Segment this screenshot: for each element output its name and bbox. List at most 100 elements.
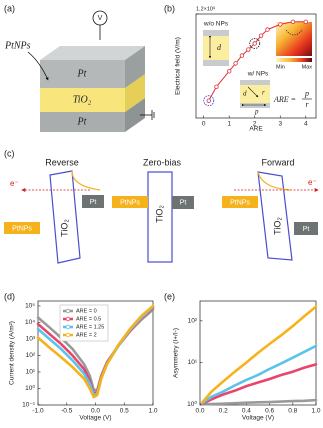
- panel-label: (b): [164, 3, 175, 13]
- x-tick-label: 1.0: [311, 408, 320, 415]
- legend-label: ARE = 1.25: [76, 324, 104, 330]
- panel-label: (a): [4, 3, 15, 13]
- x-tick-label: 1: [227, 121, 231, 128]
- bias-title: Forward: [261, 157, 294, 167]
- inset-without: [203, 30, 229, 66]
- inset-heatmap: [276, 22, 312, 62]
- electrode-label: Pt: [90, 199, 97, 206]
- colorbar-min: Min: [276, 64, 285, 70]
- y-axis-label: Electrical field (V/m): [175, 37, 182, 95]
- colorbar-max: Max: [302, 64, 313, 70]
- band-diagrams: [4, 170, 319, 264]
- y-tick-label: 10¹: [188, 359, 198, 366]
- data-point: [233, 61, 238, 66]
- data-point: [258, 33, 264, 38]
- data-point: [252, 41, 257, 46]
- voltmeter-label: V: [98, 15, 103, 22]
- data-point: [226, 68, 232, 74]
- y-tick-label: 10⁰: [25, 384, 35, 392]
- inset-label: w/ NPs: [247, 71, 269, 78]
- inset-symbol: r: [262, 89, 265, 97]
- x-axis-label: Voltage (V): [79, 415, 111, 422]
- bias-title: Zero-bias: [143, 157, 182, 167]
- ptnps-label: PtNPs: [12, 225, 32, 232]
- x-axis-label: ARE: [249, 126, 263, 133]
- series-line: [201, 398, 318, 406]
- oxide-label: TiO₂: [59, 219, 69, 237]
- data-point: [290, 19, 296, 24]
- legend-marker: [65, 316, 71, 322]
- x-tick-label: 0.6: [265, 408, 274, 415]
- ptnps-label: PtNPs: [4, 40, 31, 51]
- device-stack: [27, 10, 155, 132]
- data-point: [278, 22, 283, 27]
- layer-label: TiO₂: [73, 94, 92, 105]
- data-point: [214, 84, 219, 89]
- y-axis-label: Current density (A/m²): [9, 321, 16, 385]
- y-axis-label: Asymmetry (I+/I-): [173, 328, 180, 378]
- electron-label: e⁻: [10, 179, 19, 188]
- data-point: [206, 98, 211, 103]
- y-tick-label: 1.2×10⁹: [196, 5, 215, 12]
- x-tick-label: 2: [253, 121, 257, 128]
- highlight-ring: [249, 38, 261, 49]
- layer-label: Pt: [77, 116, 87, 127]
- plot-frame: [199, 300, 317, 406]
- panel-label: (c): [4, 148, 15, 158]
- legend-marker: [65, 324, 71, 330]
- y-tick-label: 10²: [188, 318, 198, 325]
- series-line: [201, 305, 318, 404]
- y-tick-label: 10⁻¹: [22, 402, 36, 409]
- highlight-ring: [203, 95, 215, 107]
- y-tick-label: 10¹: [26, 369, 36, 376]
- oxide-label: TiO₂: [154, 205, 164, 223]
- are-denominator: r: [305, 100, 309, 109]
- legend-label: ARE = 2: [76, 332, 97, 338]
- x-tick-label: -1.0: [32, 408, 44, 415]
- x-tick-label: 0.4: [242, 408, 251, 415]
- x-tick-label: 0.5: [120, 408, 129, 415]
- are-numerator: p: [304, 89, 309, 98]
- plot-frame: [195, 13, 317, 119]
- x-tick-label: 1.0: [148, 408, 157, 415]
- series-line: [201, 344, 318, 405]
- y-tick-label: 10³: [26, 336, 36, 343]
- data-point: [239, 53, 245, 58]
- y-tick-label: 10⁴: [25, 319, 35, 326]
- y-tick-label: 10²: [26, 352, 36, 359]
- layer-label: Pt: [77, 68, 87, 79]
- bias-title: Reverse: [45, 157, 79, 167]
- data-point: [246, 47, 251, 52]
- electrode-label: Pt: [303, 226, 310, 233]
- y-tick-label: 10⁵: [25, 303, 35, 310]
- data-point: [303, 19, 308, 24]
- ptnps-label: PtNPs: [230, 199, 250, 206]
- electrode-label: Pt: [180, 199, 187, 206]
- x-tick-label: -0.5: [61, 408, 73, 415]
- series-line: [201, 363, 318, 406]
- inset-with: [240, 80, 270, 108]
- legend-label: ARE = 0: [76, 308, 97, 314]
- x-tick-label: 0: [202, 121, 206, 128]
- x-axis-label: Voltage (V): [242, 415, 274, 422]
- x-tick-label: 0.8: [288, 408, 297, 415]
- ptnps-label: PtNPs: [120, 199, 140, 206]
- data-point: [265, 27, 270, 32]
- electron-label: e⁻: [308, 178, 317, 187]
- panel-label: (e): [164, 291, 175, 301]
- y-tick-label: 10⁰: [187, 400, 197, 408]
- legend-label: ARE = 0.5: [76, 316, 101, 322]
- x-tick-label: 0.0: [91, 408, 100, 415]
- panel-label: (d): [4, 291, 15, 301]
- inset-symbol: d: [217, 43, 222, 52]
- inset-label: w/o NPs: [203, 21, 229, 28]
- oxide-label: TiO₂: [272, 217, 282, 235]
- x-tick-label: 3: [278, 121, 282, 128]
- legend-marker: [65, 332, 71, 338]
- inset-symbol: p: [254, 108, 259, 116]
- inset-symbol: d: [243, 90, 247, 98]
- legend-marker: [65, 308, 71, 314]
- x-tick-label: 0.2: [219, 408, 228, 415]
- are-formula: ARE =: [273, 95, 296, 104]
